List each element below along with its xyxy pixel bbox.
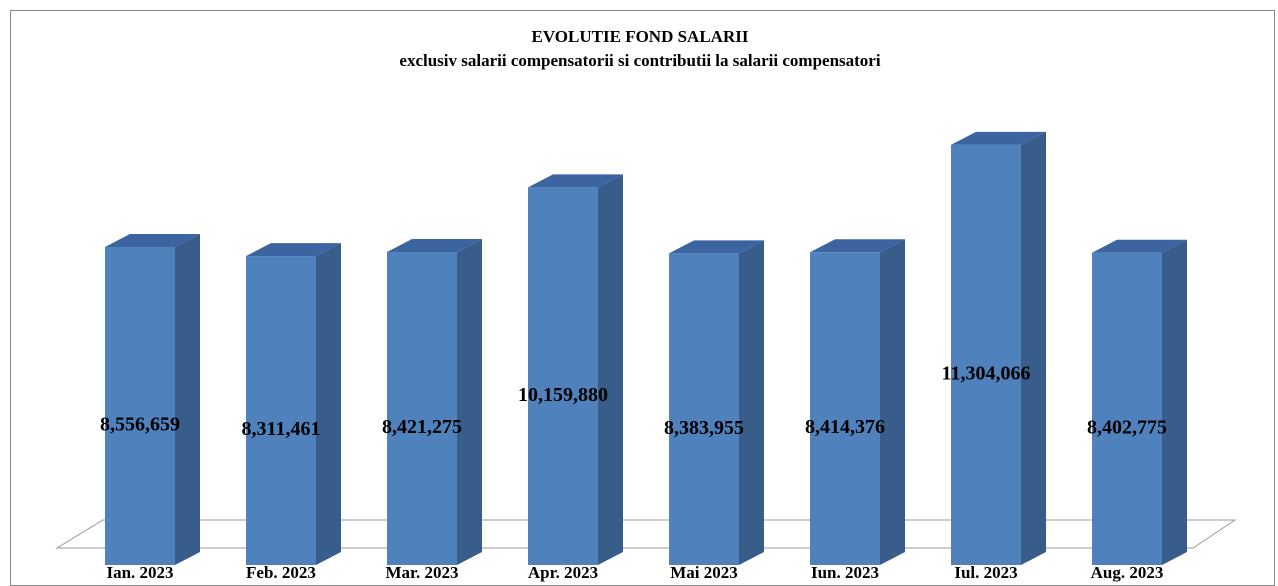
bar-top [951,131,1046,145]
bar-side [1021,131,1046,565]
chart-subtitle: exclusiv salarii compensatorii si contri… [399,51,880,70]
x-tick-label: Mai 2023 [670,563,738,582]
bar [387,252,457,565]
value-label: 8,421,275 [382,416,462,438]
x-tick-label: Ian. 2023 [106,563,173,582]
bar-top [246,243,341,257]
chart-title: EVOLUTIE FOND SALARII [532,27,749,46]
bar-side [175,233,200,565]
value-label: 11,304,066 [942,363,1031,385]
bar [246,256,316,565]
bar-side [739,240,764,565]
bar-side [598,174,623,566]
bar-top [105,233,200,247]
chart-frame [10,10,1275,586]
bar-side [880,239,905,565]
bar [669,253,739,565]
value-label: 8,414,376 [805,416,885,438]
bar [810,252,880,565]
x-tick-label: Feb. 2023 [246,563,316,582]
bar-side [1162,239,1187,565]
floor [55,519,1237,549]
bar-top [810,239,905,253]
value-label: 8,311,461 [242,418,321,440]
x-tick-label: Aug. 2023 [1091,563,1164,582]
bar [951,144,1021,565]
bar-side [457,239,482,565]
bar-top [669,240,764,254]
value-label: 8,402,775 [1087,416,1167,438]
x-tick-label: Iul. 2023 [954,563,1017,582]
bar [528,187,598,566]
x-tick-label: Apr. 2023 [528,563,598,582]
x-tick-label: Iun. 2023 [811,563,879,582]
value-label: 10,159,880 [518,384,608,406]
bar-top [528,174,623,188]
bar-side [316,243,341,565]
bar [1092,252,1162,565]
bar-top [387,239,482,253]
value-label: 8,556,659 [100,414,180,436]
x-tick-label: Mar. 2023 [385,563,458,582]
value-label: 8,383,955 [664,417,744,439]
bar-top [1092,239,1187,253]
bar [105,246,175,565]
